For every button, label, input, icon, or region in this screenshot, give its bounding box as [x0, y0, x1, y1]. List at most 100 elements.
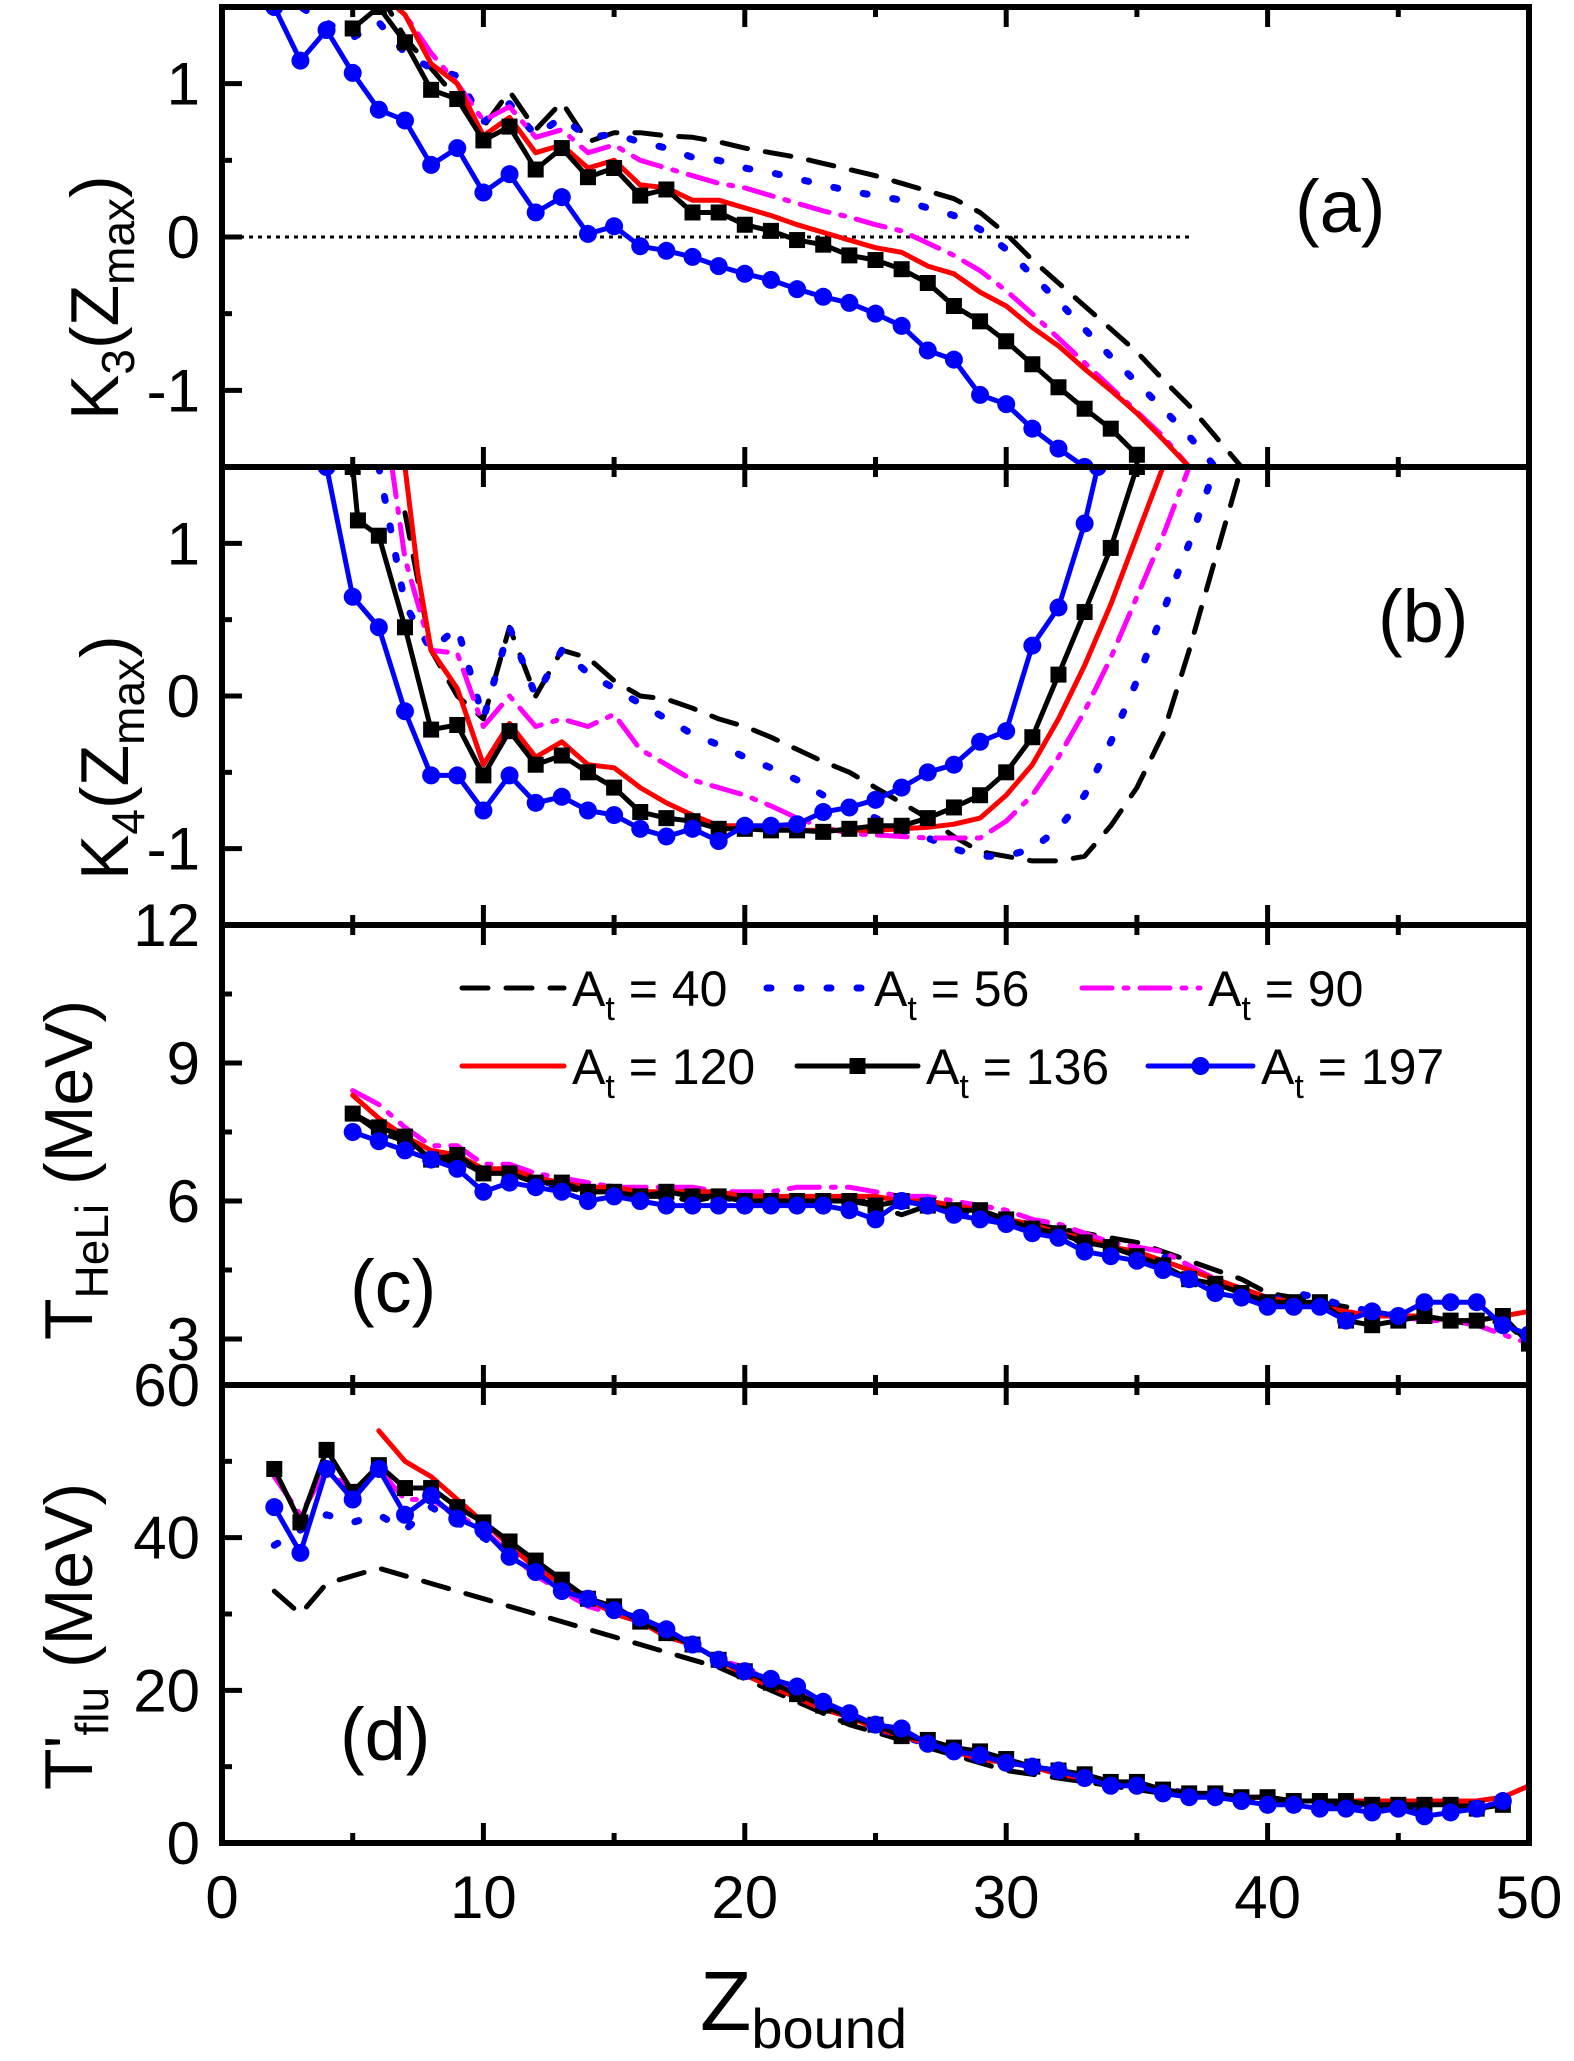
legend-label: At = 90 — [1208, 961, 1363, 1028]
data-point — [1442, 1312, 1459, 1329]
data-point — [1206, 1284, 1225, 1302]
data-point — [735, 1196, 754, 1215]
data-point — [1128, 446, 1145, 463]
data-point — [1101, 1247, 1120, 1266]
data-point — [1075, 514, 1094, 533]
data-point — [449, 717, 466, 734]
series-At40 — [384, 7, 1244, 467]
data-point — [578, 1192, 597, 1210]
data-point — [1101, 1776, 1120, 1795]
data-point — [1364, 1317, 1381, 1334]
data-point — [369, 100, 388, 119]
data-point — [997, 722, 1016, 741]
data-point — [579, 169, 596, 186]
series-At136 — [344, 7, 1145, 463]
data-point — [1049, 598, 1068, 617]
x-axis-title: Zbound — [700, 1954, 907, 2060]
data-point — [265, 1498, 284, 1517]
data-point — [1441, 1803, 1460, 1822]
data-point — [1154, 1784, 1173, 1803]
panel-c: 3 6 9 12 — [133, 892, 1532, 1388]
series-line-At40 — [271, 1565, 1506, 1812]
data-point — [474, 801, 493, 820]
data-point — [552, 787, 571, 806]
legend-label: At = 56 — [874, 961, 1029, 1028]
data-point — [552, 1182, 571, 1201]
data-point — [709, 257, 728, 276]
data-point — [1127, 1251, 1146, 1270]
data-point — [343, 63, 362, 82]
data-point — [657, 1196, 676, 1215]
data-point — [501, 1533, 518, 1550]
series-At56 — [375, 467, 1219, 860]
data-point — [867, 252, 884, 268]
data-point — [814, 803, 833, 822]
legend: At = 40 At = 56 At = 90 At = 120 At = 136 At … — [459, 961, 1444, 1106]
data-point — [396, 34, 413, 51]
data-point — [815, 236, 832, 253]
data-point — [1050, 379, 1067, 396]
data-point — [1337, 1311, 1356, 1330]
data-point — [997, 1215, 1016, 1233]
data-point — [657, 241, 676, 260]
data-point — [1441, 1293, 1460, 1312]
y-tick-label: -1 — [147, 816, 200, 883]
data-point — [526, 1563, 545, 1582]
data-point — [919, 810, 936, 827]
y-tick-label: 40 — [133, 1505, 200, 1572]
data-point — [423, 721, 440, 738]
panel-d: 0 20 40 60 — [133, 1352, 1532, 1877]
y-axis-title-c: THeLi (MeV) — [31, 1000, 118, 1340]
data-point — [1521, 1335, 1529, 1352]
legend-entry-At136: At = 136 — [794, 1039, 1109, 1106]
data-point — [1024, 729, 1041, 746]
data-point — [423, 81, 440, 98]
data-point — [683, 819, 702, 838]
legend-label: At = 136 — [926, 1039, 1109, 1106]
data-point — [1232, 1288, 1251, 1307]
series-line-At56 — [375, 467, 1219, 860]
data-point — [997, 395, 1016, 414]
data-point — [631, 237, 650, 256]
data-point — [866, 1715, 885, 1734]
data-point — [448, 1509, 467, 1528]
legend-entry-At90: At = 90 — [1079, 961, 1363, 1028]
data-point — [1024, 356, 1041, 373]
y-tick-label: 1 — [167, 510, 200, 577]
data-point — [1310, 1297, 1329, 1316]
data-point — [422, 155, 441, 174]
data-point — [448, 766, 467, 785]
data-point — [370, 1119, 387, 1136]
data-point — [658, 810, 675, 827]
legend-entry-At197: At = 197 — [1145, 1039, 1444, 1106]
y-axis-title-b: K4(Zmax) — [67, 635, 154, 880]
data-point — [1023, 636, 1042, 655]
data-point — [840, 798, 859, 817]
series-line-At90 — [392, 7, 1192, 467]
data-point — [1076, 604, 1093, 621]
legend-entry-At120: At = 120 — [459, 1039, 755, 1106]
data-point — [475, 1165, 492, 1182]
data-point — [422, 766, 441, 785]
data-point — [1180, 1788, 1199, 1807]
data-point — [789, 232, 806, 249]
data-point — [526, 1178, 545, 1197]
data-point — [683, 1635, 702, 1654]
data-point — [998, 333, 1015, 350]
series-At56 — [288, 7, 1219, 467]
y-tick-label: 20 — [133, 1657, 200, 1724]
series-line-At40 — [350, 1111, 1529, 1347]
x-tick-label: 40 — [1234, 1864, 1301, 1931]
data-point — [395, 1141, 414, 1160]
data-point — [1415, 1293, 1434, 1312]
panel-label-c: (c) — [350, 1245, 436, 1328]
data-point — [395, 111, 414, 130]
series-At90 — [350, 1088, 1529, 1347]
data-point — [501, 118, 518, 135]
data-point — [448, 1159, 467, 1178]
data-point — [317, 1459, 336, 1478]
data-point — [971, 1210, 990, 1229]
data-point — [1075, 1769, 1094, 1788]
data-point — [475, 767, 492, 784]
